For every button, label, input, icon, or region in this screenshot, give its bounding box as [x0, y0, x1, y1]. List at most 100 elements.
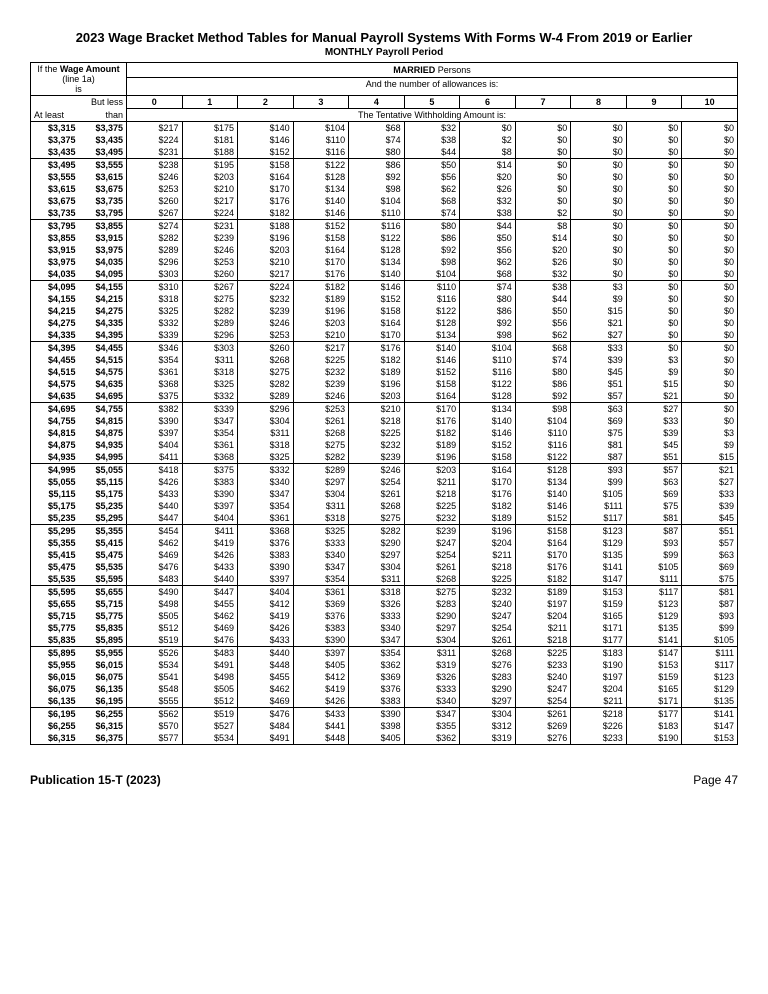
withholding-cell: $196	[404, 451, 460, 464]
wage-bracket-cell: $5,355	[79, 525, 127, 538]
withholding-cell: $447	[182, 586, 238, 599]
withholding-cell: $267	[182, 281, 238, 294]
withholding-cell: $304	[293, 488, 349, 500]
withholding-cell: $232	[460, 586, 516, 599]
withholding-cell: $39	[571, 354, 627, 366]
withholding-cell: $268	[293, 427, 349, 439]
withholding-cell: $123	[682, 671, 738, 683]
withholding-cell: $534	[182, 732, 238, 745]
withholding-cell: $483	[127, 573, 183, 586]
withholding-cell: $152	[515, 512, 571, 525]
withholding-cell: $74	[460, 281, 516, 294]
withholding-cell: $14	[460, 159, 516, 172]
withholding-cell: $0	[626, 220, 682, 233]
withholding-cell: $146	[515, 500, 571, 512]
withholding-cell: $0	[460, 122, 516, 135]
withholding-cell: $0	[626, 256, 682, 268]
withholding-cell: $158	[515, 525, 571, 538]
withholding-cell: $404	[238, 586, 294, 599]
wage-bracket-cell: $3,495	[31, 159, 79, 172]
withholding-cell: $87	[571, 451, 627, 464]
withholding-cell: $304	[404, 634, 460, 647]
withholding-cell: $0	[682, 244, 738, 256]
withholding-cell: $86	[404, 232, 460, 244]
wage-bracket-cell: $5,475	[79, 549, 127, 561]
withholding-cell: $419	[293, 683, 349, 695]
withholding-cell: $203	[404, 464, 460, 477]
withholding-cell: $189	[460, 512, 516, 525]
withholding-cell: $311	[182, 354, 238, 366]
withholding-cell: $128	[404, 317, 460, 329]
withholding-cell: $0	[571, 134, 627, 146]
withholding-cell: $63	[626, 476, 682, 488]
wage-bracket-cell: $5,835	[79, 622, 127, 634]
withholding-cell: $310	[127, 281, 183, 294]
table-row: $3,795$3,855$274$231$188$152$116$80$44$8…	[31, 220, 738, 233]
withholding-cell: $0	[626, 183, 682, 195]
withholding-cell: $275	[238, 366, 294, 378]
withholding-cell: $182	[404, 427, 460, 439]
withholding-cell: $361	[238, 512, 294, 525]
withholding-cell: $63	[571, 403, 627, 416]
allowance-col-0: 0	[127, 96, 183, 109]
withholding-cell: $20	[460, 171, 516, 183]
withholding-cell: $232	[293, 366, 349, 378]
table-row: $5,475$5,535$476$433$390$347$304$261$218…	[31, 561, 738, 573]
withholding-cell: $146	[404, 354, 460, 366]
withholding-cell: $297	[349, 549, 405, 561]
withholding-cell: $405	[349, 732, 405, 745]
wage-bracket-cell: $6,075	[79, 671, 127, 683]
withholding-cell: $203	[182, 171, 238, 183]
withholding-cell: $268	[349, 500, 405, 512]
withholding-cell: $0	[571, 244, 627, 256]
withholding-cell: $476	[127, 561, 183, 573]
withholding-cell: $147	[626, 647, 682, 660]
withholding-cell: $38	[460, 207, 516, 220]
withholding-cell: $51	[626, 451, 682, 464]
withholding-cell: $534	[127, 659, 183, 671]
withholding-cell: $134	[515, 476, 571, 488]
wage-bracket-cell: $4,215	[79, 293, 127, 305]
withholding-cell: $376	[349, 683, 405, 695]
withholding-cell: $297	[460, 695, 516, 708]
withholding-cell: $196	[293, 305, 349, 317]
withholding-cell: $21	[682, 464, 738, 477]
withholding-cell: $26	[515, 256, 571, 268]
withholding-cell: $0	[571, 122, 627, 135]
withholding-cell: $32	[460, 195, 516, 207]
withholding-cell: $340	[404, 695, 460, 708]
withholding-cell: $92	[460, 317, 516, 329]
withholding-cell: $204	[571, 683, 627, 695]
withholding-cell: $134	[404, 329, 460, 342]
withholding-cell: $92	[515, 390, 571, 403]
wage-bracket-cell: $3,615	[31, 183, 79, 195]
withholding-cell: $0	[515, 134, 571, 146]
withholding-cell: $541	[127, 671, 183, 683]
withholding-cell: $98	[404, 256, 460, 268]
withholding-cell: $246	[238, 317, 294, 329]
withholding-cell: $290	[460, 683, 516, 695]
wage-bracket-cell: $5,055	[79, 464, 127, 477]
withholding-cell: $0	[571, 171, 627, 183]
wage-bracket-cell: $4,875	[79, 427, 127, 439]
withholding-cell: $117	[626, 586, 682, 599]
wage-bracket-cell: $6,015	[31, 671, 79, 683]
withholding-cell: $239	[182, 232, 238, 244]
wage-bracket-cell: $3,495	[79, 146, 127, 159]
withholding-cell: $433	[238, 634, 294, 647]
page-subtitle: MONTHLY Payroll Period	[30, 47, 738, 58]
withholding-cell: $260	[182, 268, 238, 281]
withholding-cell: $311	[349, 573, 405, 586]
withholding-cell: $519	[127, 634, 183, 647]
withholding-cell: $50	[460, 232, 516, 244]
wage-bracket-cell: $5,715	[79, 598, 127, 610]
withholding-cell: $39	[682, 500, 738, 512]
withholding-cell: $80	[515, 366, 571, 378]
withholding-cell: $63	[682, 549, 738, 561]
withholding-cell: $204	[460, 537, 516, 549]
withholding-cell: $282	[293, 451, 349, 464]
wage-bracket-cell: $6,195	[31, 708, 79, 721]
table-row: $4,035$4,095$303$260$217$176$140$104$68$…	[31, 268, 738, 281]
withholding-cell: $362	[349, 659, 405, 671]
withholding-cell: $247	[460, 610, 516, 622]
